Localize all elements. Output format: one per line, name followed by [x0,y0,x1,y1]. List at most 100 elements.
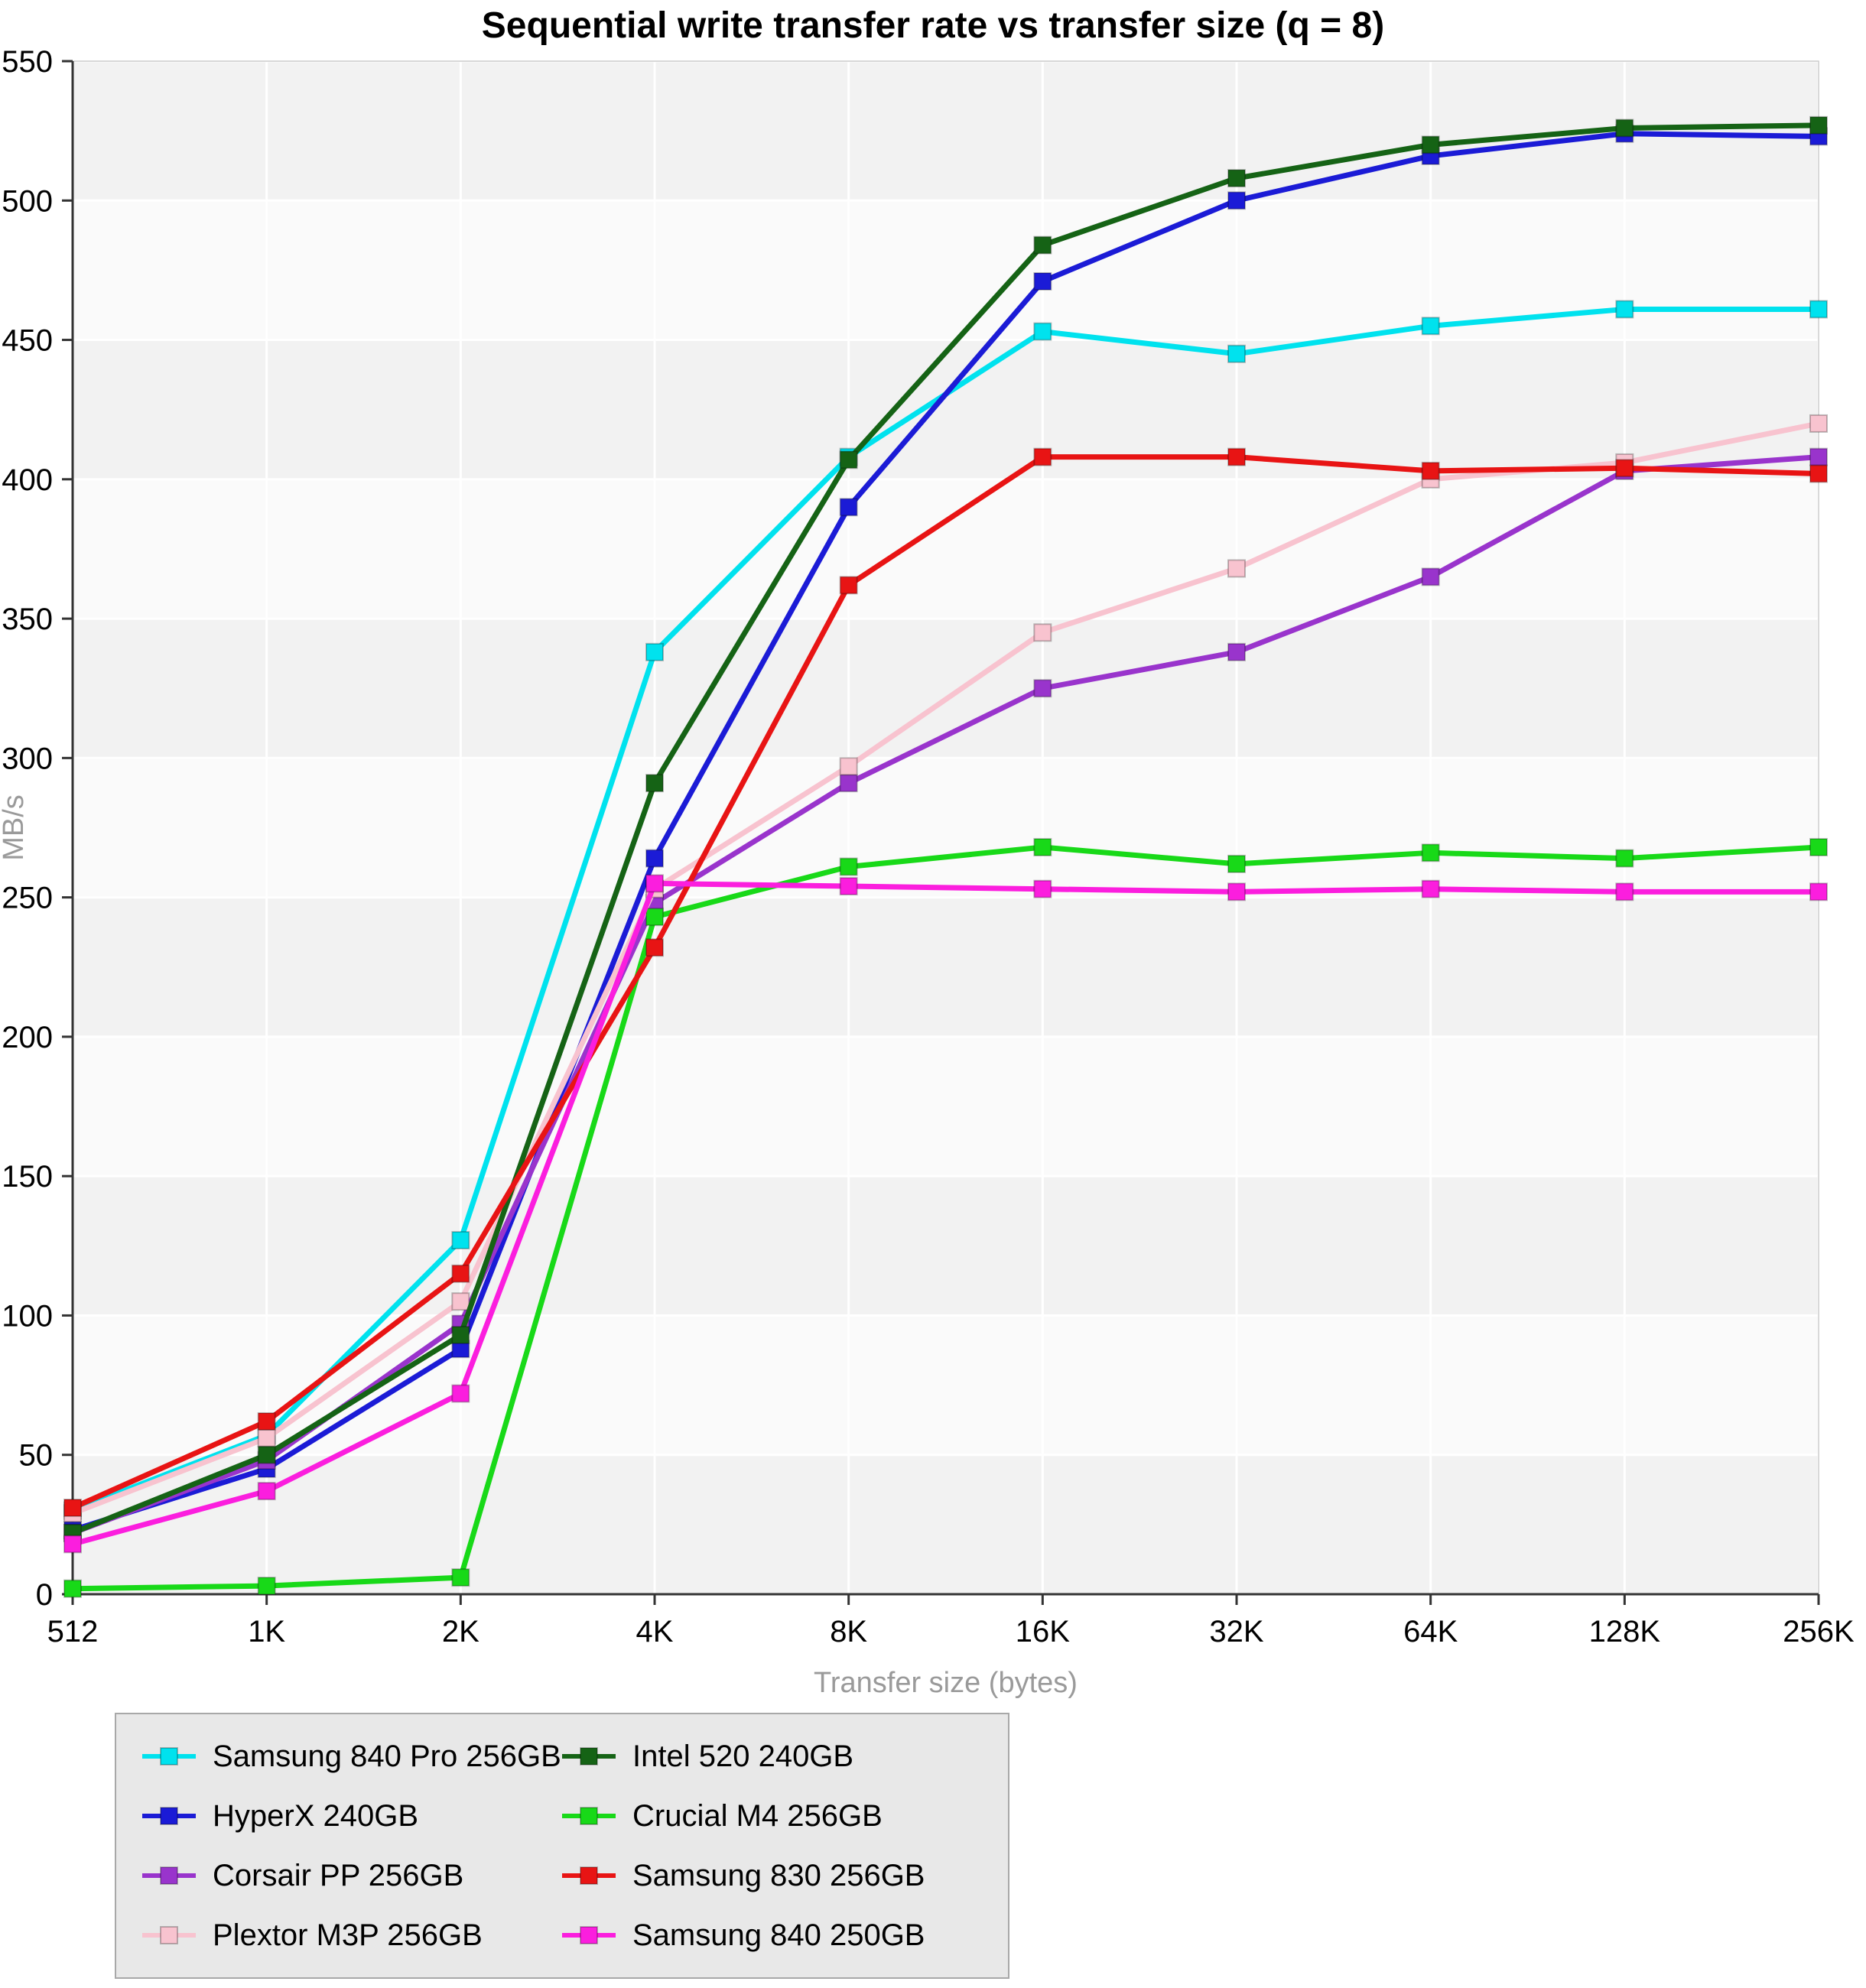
legend-item-6: Samsung 830 256GB [562,1859,982,1893]
data-point [1421,461,1440,480]
legend-label: HyperX 240GB [213,1798,419,1833]
legend-swatch-icon [562,1807,616,1825]
plot-band [73,479,1819,619]
data-point [839,774,858,793]
data-point [1809,115,1828,135]
data-point [839,450,858,469]
data-point [451,1231,470,1250]
data-point [257,1428,276,1447]
data-point [1615,119,1634,138]
data-point [451,1325,470,1344]
data-point [1421,843,1440,862]
data-point [1809,414,1828,433]
plot-band [73,1454,1819,1594]
series-line-6 [70,454,1822,1511]
plot-band [73,1036,1819,1177]
x-tick-label: 128K [1589,1615,1661,1649]
data-point [1033,271,1052,291]
legend: Samsung 840 Pro 256GB HyperX 240GB Corsair… [115,1713,1009,1979]
data-point [1033,623,1052,642]
series-line-1 [70,131,1822,1533]
data-point [839,757,858,776]
data-point [257,1411,276,1431]
y-tick-label: 50 [19,1439,54,1473]
data-point [1809,464,1828,483]
data-point [257,1445,276,1464]
x-tick-label: 1K [248,1615,285,1649]
plot-band [73,1315,1819,1455]
legend-item-2: Corsair PP 256GB [142,1859,562,1893]
y-tick-label: 150 [2,1160,53,1194]
data-point [1615,300,1634,319]
data-point [645,908,664,927]
legend-item-1: HyperX 240GB [142,1799,562,1834]
data-point [645,938,664,957]
data-point [1421,317,1440,336]
data-point [451,1384,470,1403]
data-point [1227,559,1246,578]
y-axis-label: MB/s [0,794,30,861]
data-point [63,1535,82,1554]
data-point [1809,838,1828,857]
series-line-4 [70,122,1822,1536]
y-tick-label: 300 [2,742,53,775]
y-tick-label: 500 [2,184,53,218]
plot-band [73,897,1819,1037]
legend-swatch-icon [142,1926,196,1944]
data-point [1809,882,1828,901]
data-point [1615,459,1634,478]
y-tick-label: 400 [2,463,53,497]
legend-swatch-icon [562,1747,616,1765]
series-line-7 [70,880,1822,1547]
data-point [1033,679,1052,698]
y-tick-label: 0 [36,1578,53,1612]
data-point [1033,322,1052,341]
data-point [451,1568,470,1587]
data-point [839,576,858,595]
legend-label: Plextor M3P 256GB [213,1918,483,1952]
plot-band [73,61,1819,201]
data-point [839,498,858,517]
data-point [645,642,664,661]
plot-area: 0 50 100 150 200 250 300 350 400 450 500 550 512 1K 2K… [0,45,1855,1699]
x-axis-label: Transfer size (bytes) [814,1667,1078,1699]
data-point [257,1577,276,1596]
y-tick-label: 550 [2,45,53,79]
legend-item-4: Intel 520 240GB [562,1740,982,1774]
data-point [63,1579,82,1598]
x-tick-label: 16K [1016,1615,1070,1649]
x-tick-label: 512 [47,1615,99,1649]
data-point [1421,567,1440,586]
plot-band [73,1176,1819,1316]
x-tick-label: 64K [1403,1615,1458,1649]
data-point [1227,882,1246,901]
y-tick-label: 100 [2,1299,53,1333]
legend-item-5: Crucial M4 256GB [562,1799,982,1834]
data-point [839,877,858,896]
data-point [1227,447,1246,466]
legend-label: Crucial M4 256GB [632,1798,883,1833]
data-point [1615,882,1634,901]
legend-swatch-icon [142,1747,196,1765]
legend-swatch-icon [142,1807,196,1825]
data-point [1227,344,1246,363]
series-line-5 [70,844,1822,1592]
data-point [1615,849,1634,868]
legend-label: Intel 520 240GB [632,1739,854,1773]
legend-label: Samsung 840 Pro 256GB [213,1739,561,1773]
data-point [451,1292,470,1311]
data-point [63,1498,82,1517]
legend-label: Corsair PP 256GB [213,1858,464,1892]
legend-item-7: Samsung 840 250GB [562,1918,982,1953]
data-point [1033,447,1052,466]
y-tick-label: 450 [2,324,53,358]
data-point [1033,838,1052,857]
data-point [1033,236,1052,255]
data-point [1227,642,1246,661]
y-tick-label: 250 [2,882,53,915]
legend-swatch-icon [562,1926,616,1944]
legend-label: Samsung 840 250GB [632,1918,925,1952]
plot-band [73,339,1819,479]
data-point [1033,879,1052,898]
x-tick-label: 32K [1209,1615,1263,1649]
